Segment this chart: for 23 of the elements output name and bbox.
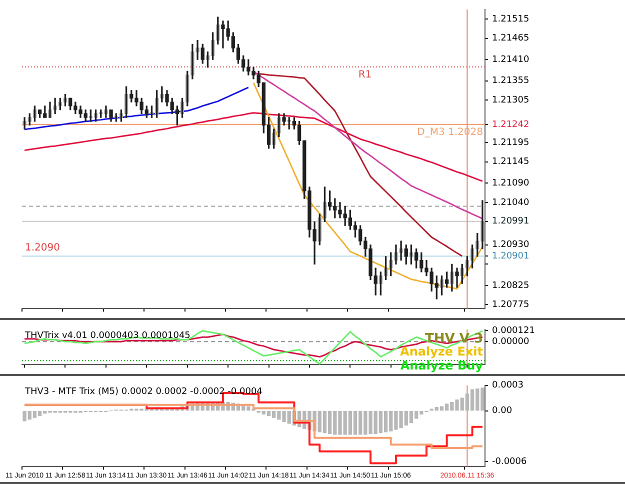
y-tick-label: 1.20930	[492, 240, 530, 250]
y-tick-label: -0.0006	[492, 456, 528, 467]
y-tick-label: 0.00000	[492, 336, 530, 347]
y-tick-label: 0.0003	[492, 380, 524, 391]
y-tick-label: 1.20825	[492, 280, 530, 291]
y-tick-label: 1.20775	[492, 300, 530, 310]
y-tick-label: 1.21195	[492, 138, 530, 148]
y-tick-label: 1.20901	[492, 251, 530, 262]
ref-line-label: 1.2090	[25, 242, 60, 254]
y-tick-label: 0.00	[492, 406, 512, 416]
y-tick-label: 1.21465	[492, 34, 530, 44]
y-tick-label: 1.21040	[492, 198, 530, 208]
y-tick-label: 1.21090	[492, 178, 530, 188]
y-tick-label: 1.21305	[492, 95, 530, 106]
y-tick-label: 1.20991	[492, 216, 530, 227]
chart-title: THVTrix v4.01 0.0000403 0.0001045	[24, 331, 190, 342]
y-tick-label: 1.21242	[492, 120, 530, 130]
ref-line-label: R1	[358, 70, 372, 81]
y-tick-label: 1.21410	[492, 54, 530, 65]
y-tick-label: 0.000121	[492, 326, 535, 336]
y-tick-label: 1.21355	[492, 76, 530, 86]
y-tick-label: 1.21145	[492, 157, 530, 168]
y-tick-label: 1.21515	[492, 14, 530, 24]
